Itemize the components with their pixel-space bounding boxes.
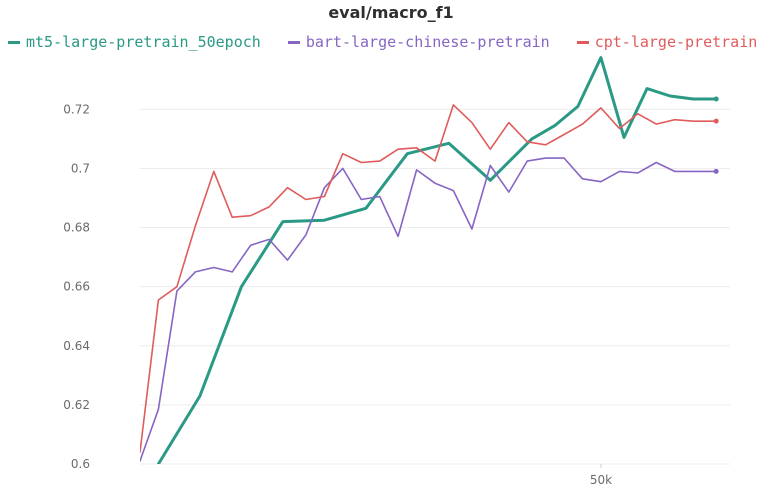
- series-end-point-mt5: [713, 96, 719, 102]
- series-end-point-cpt: [713, 118, 719, 124]
- y-tick-label: 0.7: [71, 161, 90, 175]
- legend-item-cpt[interactable]: cpt-large-pretrain: [576, 33, 758, 51]
- legend-swatch-mt5: [8, 41, 20, 44]
- y-tick-label: 0.6: [71, 457, 90, 471]
- y-tick-label: 0.66: [63, 280, 90, 294]
- legend-item-mt5[interactable]: mt5-large-pretrain_50epoch: [8, 33, 261, 51]
- legend-swatch-bart: [287, 41, 300, 44]
- legend-label-cpt: cpt-large-pretrain: [594, 33, 758, 51]
- y-tick-label: 0.62: [63, 398, 90, 412]
- y-tick-label: 0.72: [63, 102, 90, 116]
- legend-label-mt5: mt5-large-pretrain_50epoch: [26, 33, 261, 51]
- series-line-cpt[interactable]: [140, 104, 718, 454]
- legend-label-bart: bart-large-chinese-pretrain: [305, 33, 550, 51]
- legend: mt5-large-pretrain_50epoch bart-large-ch…: [8, 33, 775, 51]
- series-end-point-bart: [713, 168, 719, 174]
- x-tick-label: 50k: [590, 473, 612, 487]
- y-tick-label: 0.68: [63, 221, 90, 235]
- legend-swatch-cpt: [576, 41, 589, 44]
- y-tick-label: 0.64: [63, 339, 90, 353]
- chart-title: eval/macro_f1: [328, 3, 454, 22]
- legend-item-bart[interactable]: bart-large-chinese-pretrain: [287, 33, 550, 51]
- series-line-bart[interactable]: [140, 157, 718, 462]
- series-line-mt5[interactable]: [156, 56, 718, 464]
